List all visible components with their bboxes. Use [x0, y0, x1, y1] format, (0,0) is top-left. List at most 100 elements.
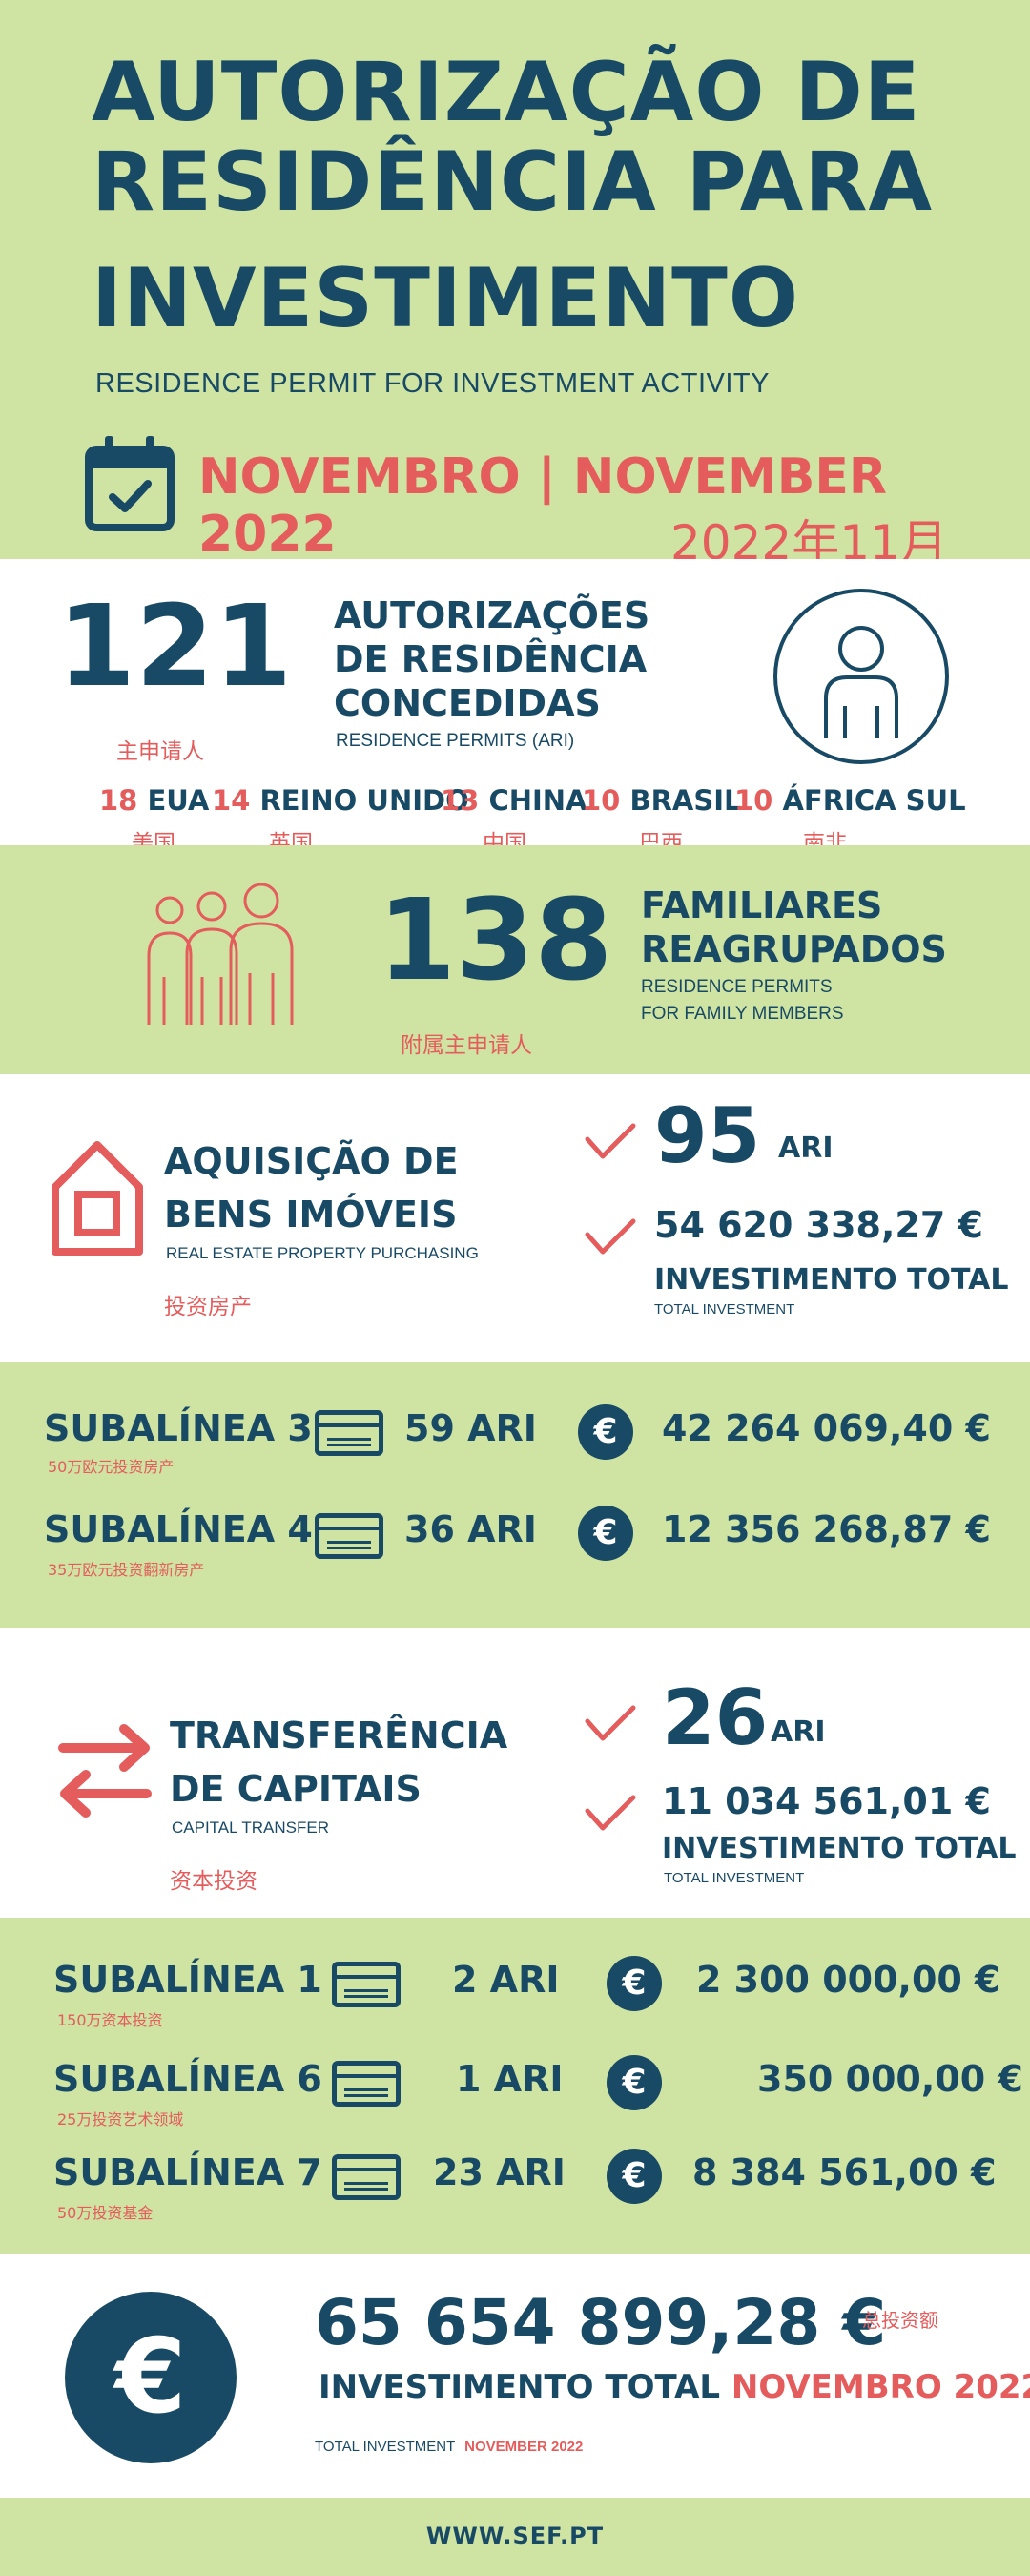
header-section: AUTORIZAÇÃO DE RESIDÊNCIA PARA INVESTIME…: [0, 0, 1030, 570]
real-estate-rows-section: SUBALÍNEA 3 50万欧元投资房产 59 ARI € 42 264 06…: [0, 1362, 1030, 1628]
family-heading-1: FAMILIARES: [641, 884, 883, 926]
capital-section: TRANSFERÊNCIA DE CAPITAIS CAPITAL TRANSF…: [0, 1628, 1030, 1918]
subalinea-1-label: SUBALÍNEA 1: [53, 1959, 322, 2001]
total-cn: 总投资额: [862, 2309, 938, 2332]
person-icon: [773, 589, 949, 764]
family-count: 138: [378, 874, 613, 1006]
country-4: 10 BRASIL: [582, 784, 742, 817]
real-estate-heading-1: AQUISIÇÃO DE: [164, 1140, 459, 1182]
card-icon: [315, 1513, 383, 1559]
euro-icon: €: [578, 1404, 633, 1460]
country-3-name: CHINA: [488, 784, 587, 817]
real-estate-ari-label: ARI: [778, 1132, 834, 1165]
country-3-num: 13: [441, 784, 480, 817]
capital-heading-1: TRANSFERÊNCIA: [170, 1714, 508, 1756]
subalinea-4-ari: 36 ARI: [404, 1508, 537, 1550]
check-icon: [585, 1705, 636, 1741]
capital-cn: 资本投资: [170, 1869, 258, 1894]
subalinea-4-amount: 12 356 268,87 €: [662, 1508, 991, 1550]
country-2: 14 REINO UNIDO: [212, 784, 469, 817]
family-sub-2: FOR FAMILY MEMBERS: [641, 1004, 844, 1024]
capital-ari-label: ARI: [771, 1715, 826, 1749]
family-heading-2: REAGRUPADOS: [641, 928, 947, 970]
capital-amount: 11 034 561,01 €: [662, 1780, 991, 1822]
capital-ari-count: 26: [662, 1673, 769, 1762]
country-1: 18 EUA: [99, 784, 209, 817]
month-label: NOVEMBRO | NOVEMBER 2022: [198, 448, 887, 563]
country-5: 10 ÁFRICA SUL: [734, 784, 966, 817]
capital-rows-section: SUBALÍNEA 1 150万资本投资 2 ARI € 2 300 000,0…: [0, 1918, 1030, 2254]
country-1-name: EUA: [147, 784, 210, 817]
subalinea-6-cn: 25万投资艺术领域: [57, 2110, 184, 2129]
country-2-num: 14: [212, 784, 251, 817]
subalinea-4-label: SUBALÍNEA 4: [44, 1508, 313, 1550]
permits-heading-1: AUTORIZAÇÕES: [334, 594, 650, 636]
subalinea-3-cn: 50万欧元投资房产: [48, 1458, 175, 1476]
euro-large-icon: €: [65, 2292, 237, 2463]
transfer-arrows-icon: [58, 1724, 152, 1818]
family-icon: [147, 883, 294, 1025]
real-estate-total-label: INVESTIMENTO TOTAL: [654, 1263, 1009, 1297]
family-section: 138 附属主申请人 FAMILIARES REAGRUPADOS RESIDE…: [0, 845, 1030, 1074]
total-label-text: INVESTIMENTO TOTAL: [319, 2368, 721, 2406]
real-estate-ari-count: 95: [654, 1091, 761, 1180]
total-label-month: NOVEMBRO 2022: [731, 2368, 1030, 2406]
permits-section: 121 主申请人 AUTORIZAÇÕES DE RESIDÊNCIA CONC…: [0, 559, 1030, 856]
title-line-2: RESIDÊNCIA PARA: [92, 135, 934, 230]
check-icon: [585, 1218, 636, 1255]
total-sub-text: TOTAL INVESTMENT: [315, 2439, 455, 2455]
subalinea-7-ari: 23 ARI: [433, 2151, 566, 2193]
permits-heading-3: CONCEDIDAS: [334, 682, 601, 724]
footer-url[interactable]: WWW.SEF.PT: [425, 2523, 605, 2549]
subalinea-4-cn: 35万欧元投资翻新房产: [48, 1561, 205, 1579]
country-5-name: ÁFRICA SUL: [782, 784, 966, 817]
title-line-1: AUTORIZAÇÃO DE: [92, 45, 921, 140]
euro-icon: €: [607, 2149, 662, 2204]
house-icon: [52, 1141, 143, 1256]
real-estate-total-sub: TOTAL INVESTMENT: [654, 1301, 795, 1318]
real-estate-cn: 投资房产: [164, 1295, 252, 1319]
euro-icon: €: [578, 1506, 633, 1561]
country-5-num: 10: [734, 784, 773, 817]
subalinea-1-ari: 2 ARI: [452, 1959, 560, 2001]
euro-icon: €: [607, 2055, 662, 2110]
total-sub: TOTAL INVESTMENT NOVEMBER 2022: [315, 2439, 583, 2455]
real-estate-sub: REAL ESTATE PROPERTY PURCHASING: [166, 1244, 479, 1262]
subalinea-6-amount: 350 000,00 €: [757, 2058, 1023, 2100]
real-estate-section: AQUISIÇÃO DE BENS IMÓVEIS REAL ESTATE PR…: [0, 1074, 1030, 1362]
subtitle: RESIDENCE PERMIT FOR INVESTMENT ACTIVITY: [95, 368, 770, 399]
total-sub-month: NOVEMBER 2022: [464, 2439, 584, 2455]
country-3: 13 CHINA: [441, 784, 587, 817]
permits-heading-2: DE RESIDÊNCIA: [334, 638, 648, 680]
family-sub-1: RESIDENCE PERMITS: [641, 977, 833, 997]
country-1-num: 18: [99, 784, 138, 817]
title-line-3: INVESTIMENTO: [92, 251, 799, 346]
subalinea-7-amount: 8 384 561,00 €: [692, 2151, 997, 2193]
subalinea-3-ari: 59 ARI: [404, 1407, 537, 1449]
card-icon: [332, 2154, 401, 2200]
capital-heading-2: DE CAPITAIS: [170, 1768, 422, 1810]
euro-icon: €: [607, 1956, 662, 2011]
total-section: € 65 654 899,28 € 总投资额 INVESTIMENTO TOTA…: [0, 2254, 1030, 2498]
subalinea-6-ari: 1 ARI: [456, 2058, 564, 2100]
card-icon: [315, 1410, 383, 1456]
subalinea-1-cn: 150万资本投资: [57, 2011, 163, 2029]
country-2-name: REINO UNIDO: [259, 784, 469, 817]
check-icon: [585, 1795, 636, 1831]
card-icon: [332, 2061, 401, 2107]
footer-section: WWW.SEF.PT: [0, 2498, 1030, 2576]
capital-total-label: INVESTIMENTO TOTAL: [662, 1832, 1017, 1865]
card-icon: [332, 1962, 401, 2007]
real-estate-amount: 54 620 338,27 €: [654, 1204, 983, 1246]
subalinea-7-cn: 50万投资基金: [57, 2204, 154, 2222]
real-estate-heading-2: BENS IMÓVEIS: [164, 1194, 458, 1236]
country-4-num: 10: [582, 784, 621, 817]
check-icon: [585, 1123, 636, 1159]
total-label: INVESTIMENTO TOTAL NOVEMBRO 2022: [319, 2368, 1030, 2406]
subalinea-7-label: SUBALÍNEA 7: [53, 2151, 322, 2193]
subalinea-3-label: SUBALÍNEA 3: [44, 1407, 313, 1449]
capital-sub: CAPITAL TRANSFER: [172, 1818, 329, 1837]
permits-count: 121: [57, 580, 293, 712]
subalinea-1-amount: 2 300 000,00 €: [696, 1959, 1000, 2001]
subalinea-6-label: SUBALÍNEA 6: [53, 2058, 322, 2100]
